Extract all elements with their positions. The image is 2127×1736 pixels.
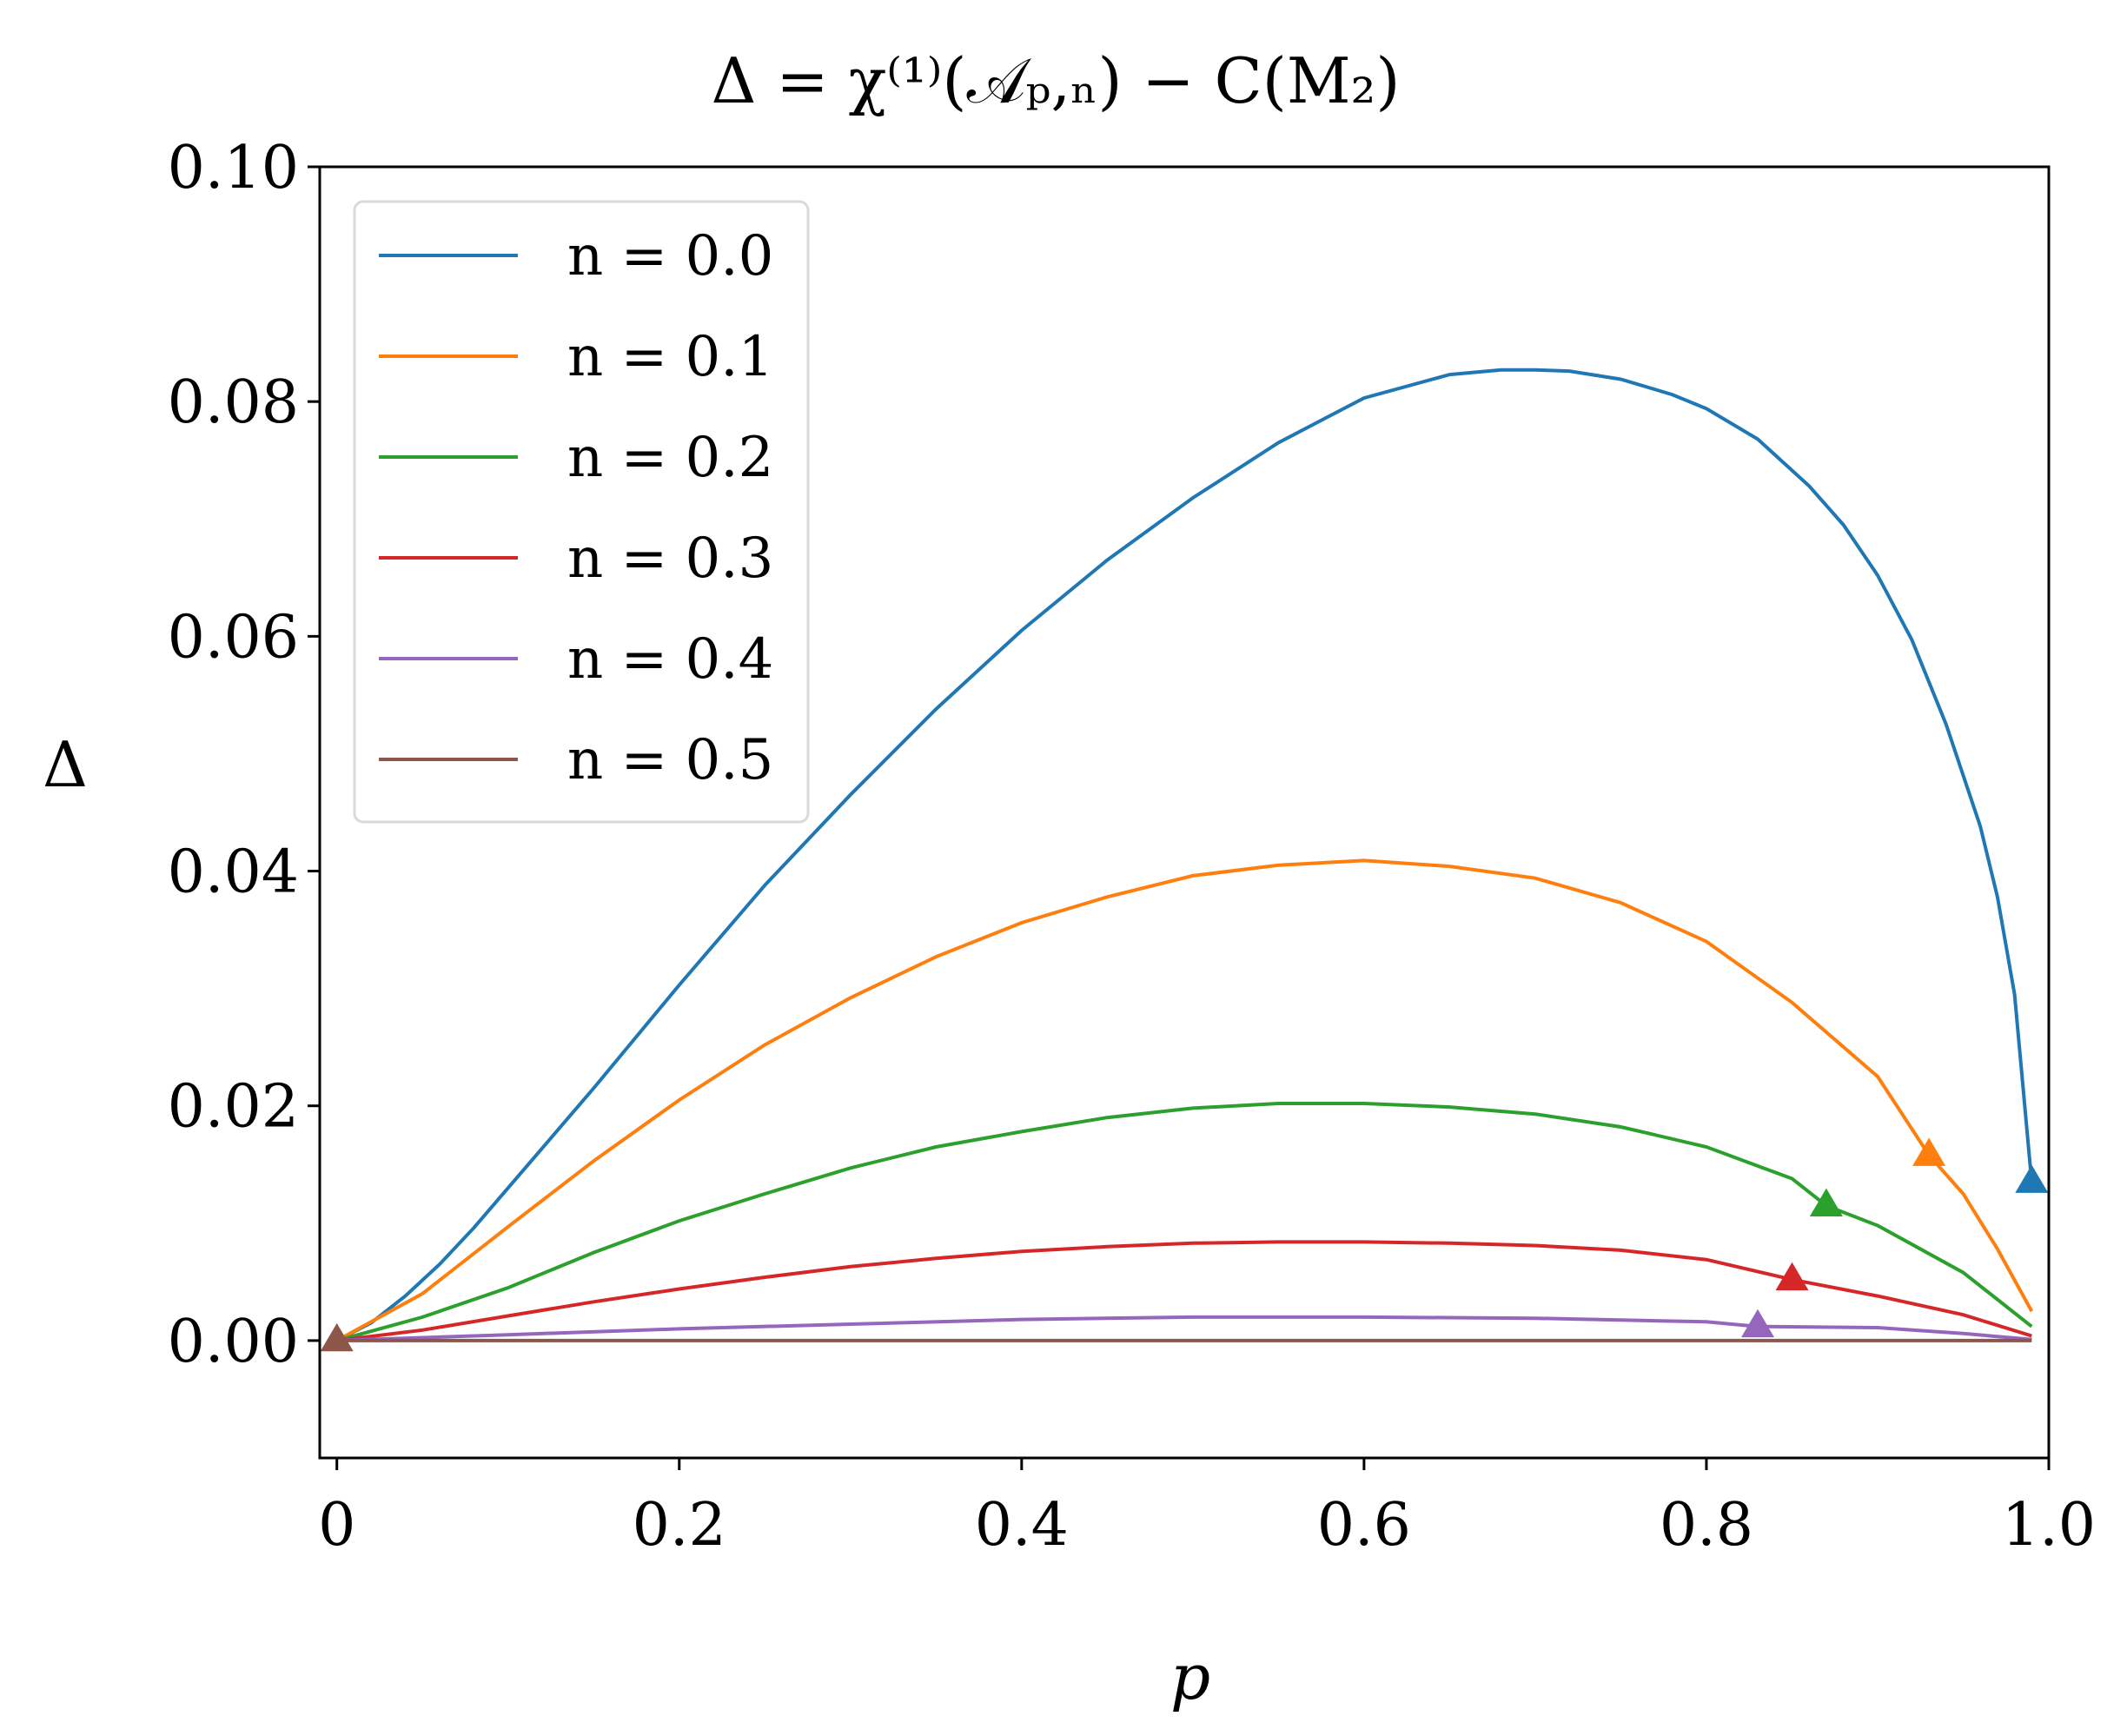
y-tick-label: 0.00 xyxy=(168,1308,299,1376)
axes: 0 0.2 0.4 0.6 0.8 1.0 0.00 0.02 0.04 0.06 0.08 0.10 xyxy=(168,134,2096,1560)
marker-triangle-2 xyxy=(1809,1188,1843,1216)
marker-triangle-4 xyxy=(1741,1309,1774,1338)
series-line-4 xyxy=(336,1315,2032,1342)
series-line-1 xyxy=(335,858,2034,1342)
legend-label-3: n = 0.3 xyxy=(567,527,773,591)
marker-triangle-0 xyxy=(2015,1164,2049,1193)
x-tick-label: 1.0 xyxy=(2002,1491,2096,1560)
legend: n = 0.0 n = 0.1 n = 0.2 n = 0.3 n = 0.4 n = 0… xyxy=(353,200,810,824)
legend-label-1: n = 0.1 xyxy=(567,325,773,389)
marker-triangle-5 xyxy=(320,1322,354,1352)
plot-area xyxy=(320,368,2049,1352)
x-tick-label: 0.2 xyxy=(633,1491,726,1560)
y-axis-label: Δ xyxy=(43,728,88,801)
series-line-0 xyxy=(335,368,2034,1342)
y-tick-label: 0.06 xyxy=(168,603,299,672)
x-tick-label: 0 xyxy=(318,1491,355,1560)
y-tick-label: 0.08 xyxy=(168,368,299,437)
legend-label-4: n = 0.4 xyxy=(567,627,773,692)
series-line-3 xyxy=(336,1240,2032,1342)
legend-label-5: n = 0.5 xyxy=(567,728,773,792)
x-tick-label: 0.8 xyxy=(1660,1491,1753,1560)
chart-title: Δ = χ⁽¹⁾(𝒜ₚ,ₙ) − C(M₂) xyxy=(711,44,1400,117)
y-tick-label: 0.04 xyxy=(168,838,299,907)
x-tick-label: 0.4 xyxy=(975,1491,1069,1560)
x-tick-label: 0.6 xyxy=(1317,1491,1411,1560)
y-tick-label: 0.10 xyxy=(168,134,299,202)
marker-triangle-1 xyxy=(1912,1137,1946,1166)
legend-label-2: n = 0.2 xyxy=(567,426,773,490)
y-tick-label: 0.02 xyxy=(168,1073,299,1142)
plot-frame xyxy=(318,165,2051,1460)
legend-label-0: n = 0.0 xyxy=(567,224,773,288)
series-line-2 xyxy=(336,1102,2033,1342)
marker-triangle-3 xyxy=(1775,1262,1809,1291)
x-axis-label: p xyxy=(1170,1640,1210,1713)
